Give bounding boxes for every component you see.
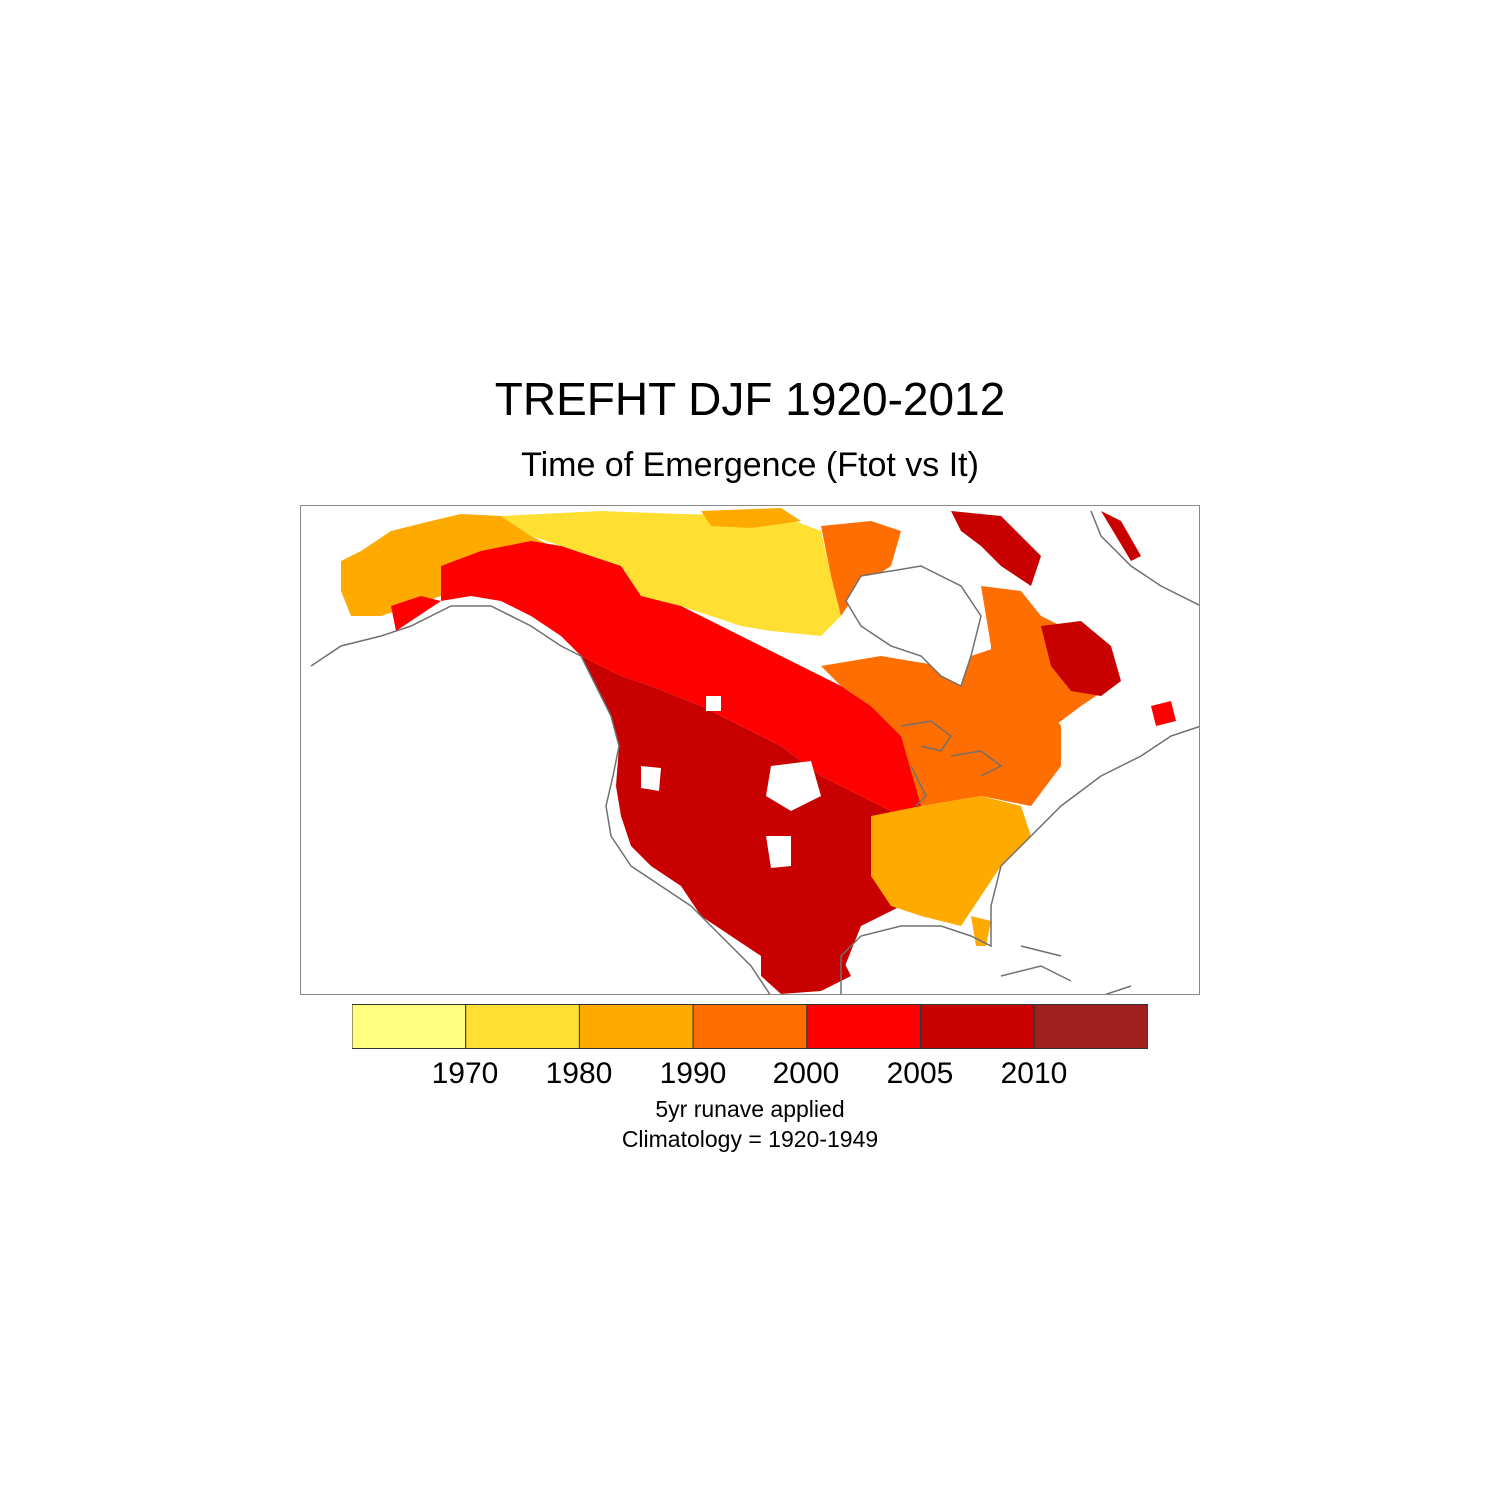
colorbar-bins [352, 1004, 1148, 1049]
missing-rockies [766, 761, 821, 811]
region-hudson-orange [821, 521, 901, 616]
region-newfoundland-2000s [1151, 701, 1176, 726]
colorbar-tick-label: 1980 [545, 1057, 613, 1090]
colorbar-bin [352, 1004, 467, 1049]
coastline-hudson-bay [845, 565, 982, 688]
colorbar [352, 1004, 1148, 1049]
colorbar-bin [465, 1004, 580, 1049]
region-arctic-islands [701, 508, 801, 528]
map-panel [300, 505, 1200, 995]
coastline-greenland [1090, 510, 1199, 606]
coastline-west [310, 605, 771, 994]
note-climatology: Climatology = 1920-1949 [621, 1126, 879, 1152]
missing-great-basin [641, 766, 661, 791]
colorbar-tick-label: 2010 [1000, 1057, 1068, 1090]
region-arctic-canada-1970s [501, 511, 841, 636]
region-northwest-2000s [441, 541, 921, 816]
region-west-2005s [581, 656, 921, 986]
region-mexico-2005s [761, 936, 851, 994]
region-southeast-1980s [871, 796, 1031, 926]
colorbar-tick-label: 1970 [431, 1057, 499, 1090]
great-lakes [900, 720, 1003, 807]
missing-bc [706, 696, 721, 711]
colorbar-bin [920, 1004, 1035, 1049]
map-subtitle: Time of Emergence (Ftot vs It) [521, 446, 979, 484]
coastline-caribbean [1000, 945, 1132, 994]
colorbar-tick-label: 1990 [659, 1057, 727, 1090]
colorbar-bin [806, 1004, 922, 1049]
colorbar-tick-label: 2005 [886, 1057, 954, 1090]
missing-southwest [766, 836, 791, 868]
region-alaska-coast-2000s [391, 596, 441, 631]
map-title: TREFHT DJF 1920-2012 [494, 373, 1006, 425]
north-america-map [310, 508, 1199, 994]
region-greenland-2005s [951, 511, 1041, 586]
region-iceland-fragment [1101, 511, 1141, 561]
region-quebec-1990s [981, 586, 1111, 736]
coastline-east [840, 725, 1199, 994]
colorbar-tick-label: 2000 [772, 1057, 840, 1090]
note-runave: 5yr runave applied [655, 1096, 845, 1122]
region-labrador-2005s [1041, 621, 1121, 696]
colorbar-bin [692, 1004, 808, 1049]
colorbar-bin [578, 1004, 694, 1049]
colorbar-bin [1033, 1004, 1148, 1049]
